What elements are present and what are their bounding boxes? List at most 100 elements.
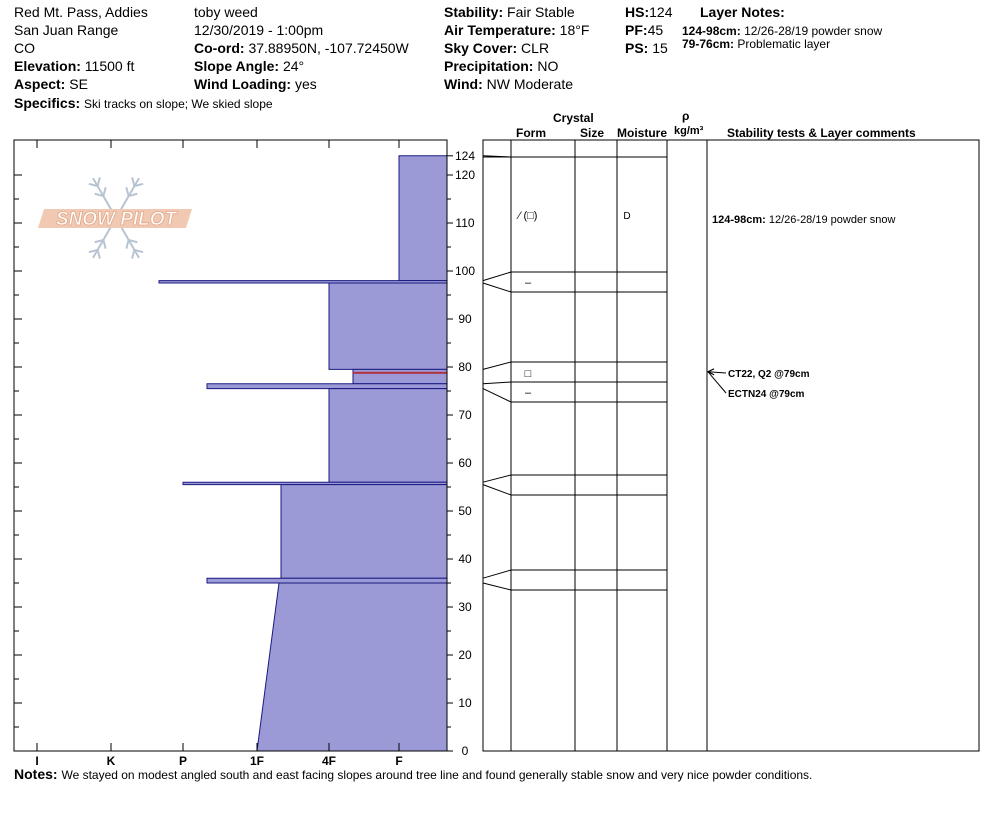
logo-flake-branch: [125, 239, 130, 249]
height-tick-label: 120: [455, 168, 475, 182]
layer-comment-range: 124-98cm:: [712, 214, 769, 226]
height-tick-label: 90: [458, 312, 472, 326]
precip-value: NO: [537, 58, 559, 74]
hs-label: HS:: [625, 4, 650, 20]
logo-flake-branch: [131, 177, 136, 187]
layer-table: ⁄ (□) D 124-98cm: 12/26-28/19 powder snow –…: [482, 140, 896, 751]
pf-label: PF:: [625, 22, 648, 38]
hardness-tick-label: F: [395, 754, 402, 768]
test-arrow: [707, 371, 727, 394]
elevation-row: Elevation: 11500 ft: [14, 58, 134, 74]
rho-header: ρ: [682, 109, 690, 123]
layer-boundary-connector: [482, 484, 512, 496]
height-tick-label: 80: [458, 360, 472, 374]
layer-comment: 124-98cm: 12/26-28/19 powder snow: [712, 214, 896, 226]
wind-loading-value: yes: [294, 76, 317, 92]
state: CO: [14, 40, 35, 56]
moisture-value: D: [623, 211, 630, 222]
test-arrow: [707, 371, 727, 374]
chart-frames: [13, 139, 980, 752]
layer-boundary-connector: [482, 582, 512, 591]
notes-label: Notes:: [14, 766, 58, 782]
location: Red Mt. Pass, Addies: [14, 4, 148, 20]
notes-row: Notes: We stayed on modest angled south …: [14, 766, 812, 782]
sky-value: CLR: [521, 40, 550, 56]
hardness-tick-label: I: [35, 754, 38, 768]
layer-boundary-connector: [482, 282, 512, 293]
height-tick-label: 70: [458, 408, 472, 422]
layer-notes-title: Layer Notes:: [700, 4, 785, 20]
layer-note-2: 79-76cm: Problematic layer: [682, 37, 830, 51]
stability-test: CT22, Q2 @79cm: [728, 369, 810, 380]
chart-axes: I K P 1F 4F F 0 10 20 30 40 50 60 70 80 90 100 110 120 124: [14, 140, 475, 768]
problematic-layer-marker: [353, 371, 447, 374]
wind-label: Wind:: [444, 76, 483, 92]
height-tick-label: 20: [458, 648, 472, 662]
logo-flake-branch: [88, 182, 98, 188]
logo-flake-branch: [96, 249, 101, 259]
aspect-label: Aspect:: [14, 76, 66, 92]
wind-loading-row: Wind Loading: yes: [194, 76, 317, 92]
grain-form: □: [525, 368, 532, 380]
logo-flake-branch: [96, 177, 101, 187]
height-tick-label: 0: [462, 744, 469, 758]
logo-flake-branch: [94, 238, 104, 244]
hs-value: 124: [649, 4, 673, 20]
test-arrowhead: [706, 368, 715, 376]
height-tick-label: 30: [458, 600, 472, 614]
aspect-value: SE: [69, 76, 88, 92]
layer-boundary-connector: [482, 474, 512, 483]
logo-flake-branch: [125, 187, 130, 197]
hardness-profile: [158, 155, 448, 752]
logo-flake-branch: [128, 192, 138, 198]
slope-row: Slope Angle: 24°: [194, 58, 304, 74]
wind-value: NW Moderate: [486, 76, 573, 92]
precip-row: Precipitation: NO: [444, 58, 558, 74]
grain-form: ⁄ (□): [516, 210, 538, 222]
layer-boundary-connector: [482, 361, 512, 370]
stability-row: Stability: Fair Stable: [444, 4, 575, 20]
precip-label: Precipitation:: [444, 58, 534, 74]
specifics-value: Ski tracks on slope; We skied slope: [84, 97, 273, 111]
air-temp-value: 18°F: [559, 22, 590, 38]
logo-flake-branch: [134, 182, 144, 188]
height-tick-label: 124: [455, 149, 475, 163]
grain-form: –: [525, 387, 532, 399]
elevation-value: 11500 ft: [84, 58, 135, 74]
logo-flake-branch: [131, 249, 136, 259]
layer-note-range: 79-76cm:: [682, 37, 735, 51]
logo-flake-branch: [134, 248, 144, 254]
logo-flake-branch: [128, 238, 138, 244]
height-tick-label: 10: [458, 696, 472, 710]
logo-banner: [38, 209, 192, 228]
height-tick-label: 100: [455, 264, 475, 278]
elevation-label: Elevation:: [14, 58, 81, 74]
stability-tests-header: Stability tests & Layer comments: [727, 126, 916, 140]
coord-row: Co-ord: 37.88950N, -107.72450W: [194, 40, 409, 56]
height-tick-label: 60: [458, 456, 472, 470]
ps-row: PS: 15: [625, 40, 668, 56]
datetime: 12/30/2019 - 1:00pm: [194, 22, 324, 38]
pf-value: 45: [647, 22, 664, 38]
layer-boundary-connector: [482, 569, 512, 579]
ps-label: PS:: [625, 40, 649, 56]
logo-flake-branch: [102, 239, 107, 249]
density-unit-header: kg/m³: [674, 125, 704, 137]
air-temp-row: Air Temperature: 18°F: [444, 22, 589, 38]
stability-test: ECTN24 @79cm: [728, 389, 805, 400]
snowpilot-logo: SNOW PILOT: [38, 177, 192, 259]
table-frame: [482, 139, 980, 752]
layer-boundary-connector: [482, 388, 512, 403]
layer-note-range: 124-98cm:: [682, 24, 741, 38]
stability-label: Stability:: [444, 4, 504, 20]
ps-value: 15: [652, 40, 668, 56]
logo-text: SNOW PILOT: [56, 209, 178, 230]
observer: toby weed: [194, 4, 258, 20]
hardness-tick-label: 1F: [250, 754, 264, 768]
mountain-range: San Juan Range: [14, 22, 119, 38]
pf-row: PF:45: [625, 22, 663, 38]
wind-row: Wind: NW Moderate: [444, 76, 573, 92]
wind-loading-label: Wind Loading:: [194, 76, 292, 92]
hardness-layer: [280, 484, 448, 579]
height-tick-label: 110: [455, 216, 474, 230]
